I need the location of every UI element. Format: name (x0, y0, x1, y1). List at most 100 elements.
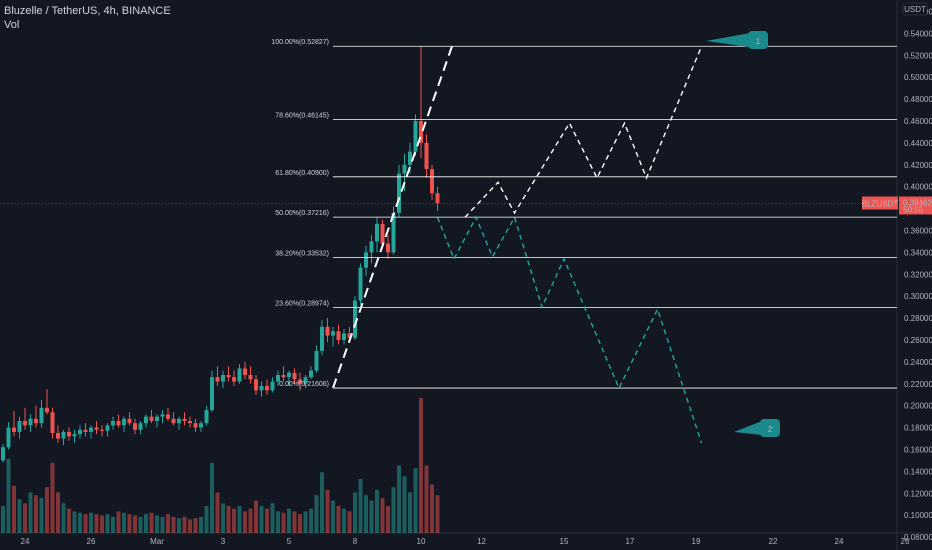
volume-bar (177, 518, 181, 533)
candle-body (303, 377, 308, 384)
volume-bar (265, 508, 269, 533)
price-tick-label: 0.42000 (904, 161, 932, 170)
candle-body (67, 431, 71, 437)
price-tick-label: 0.46000 (904, 117, 932, 126)
candle-body (94, 427, 99, 430)
candle-body (248, 374, 253, 380)
fibonacci-retracement[interactable]: 100.00%(0.52827) 78.60%(0.46145) 61.80%(0.… (271, 39, 897, 389)
candle-body (353, 300, 357, 338)
volume-bar (116, 511, 121, 533)
volume-bar (144, 514, 148, 533)
volume-bar (413, 468, 418, 533)
candle-body (254, 379, 258, 391)
marker-layer[interactable]: 12 (706, 31, 780, 437)
volume-bar (364, 495, 368, 533)
price-tick-label: 0.54000 (904, 29, 932, 38)
volume-bar (111, 516, 115, 533)
volume-bar (166, 514, 170, 533)
candle-body (320, 326, 324, 351)
volume-bar (160, 516, 165, 533)
volume-bar (188, 519, 192, 533)
fib-trend-line (332, 45, 453, 389)
candle-body (430, 169, 434, 194)
volume-indicator-label[interactable]: Vol (4, 19, 20, 31)
candle-body (369, 241, 374, 253)
volume-bar (122, 512, 126, 533)
volume-bar (215, 492, 220, 533)
volume-bar (270, 503, 275, 533)
candle-body (149, 416, 154, 421)
candle-body (83, 429, 88, 432)
price-tick-label: 0.20000 (904, 402, 932, 411)
volume-bar (419, 398, 423, 533)
price-tick-label: 0.40000 (904, 183, 932, 192)
price-tick-label: 0.44000 (904, 139, 932, 148)
candle-body (270, 381, 275, 391)
time-tick-label: 5 (287, 537, 292, 546)
candle-body (292, 372, 297, 380)
volume-bar (380, 497, 385, 533)
volume-bar (83, 514, 88, 533)
price-tick-label: 0.36000 (904, 226, 932, 235)
volume-bar (309, 508, 313, 533)
candle-body (325, 326, 330, 336)
volume-bar (314, 495, 319, 533)
volume-bar (155, 515, 159, 533)
symbol-title[interactable]: Bluzelle / TetherUS, 4h, BINANCE (4, 5, 171, 17)
currency-box: USDT (902, 2, 928, 16)
candle-body (100, 429, 104, 431)
price-tick-label: 0.16000 (904, 445, 932, 454)
volume-bar (50, 462, 55, 533)
candle-body (259, 385, 264, 391)
price-badge-countdown: 50:55 (903, 206, 924, 215)
price-badge-bg (899, 196, 932, 215)
volume-bar (336, 506, 341, 533)
candle-body (336, 331, 341, 340)
volume-bar (89, 512, 93, 533)
volume-bar (298, 514, 302, 533)
candle-body (204, 410, 209, 424)
candle-body (380, 223, 385, 244)
time-tick-label: 10 (417, 537, 426, 546)
volume-bar (397, 465, 401, 533)
fib-level-label: 38.20%(0.33532) (275, 250, 329, 257)
marker-badge (760, 419, 780, 437)
volume-bar (281, 512, 286, 533)
price-tick-label: 0.26000 (904, 336, 932, 345)
candle-body (177, 418, 181, 424)
volume-bar (28, 492, 33, 533)
volume-bar (386, 506, 390, 533)
volume-bar (232, 508, 236, 533)
time-axis[interactable]: 24 26 Mar 3 5 8 10 12 15 17 19 22 24 26 (21, 537, 910, 546)
candle-body (413, 120, 418, 152)
price-tick-label: 0.48000 (904, 95, 932, 104)
fib-level-label: 61.80%(0.40900) (275, 170, 329, 177)
time-tick-label: 19 (692, 537, 701, 546)
fib-level-label: 50.00%(0.37216) (275, 210, 329, 217)
candle-body (23, 420, 27, 426)
candle-body (408, 151, 412, 165)
price-tick-label: 0.08000 (904, 533, 932, 542)
candle-body (221, 374, 225, 382)
volume-bar (23, 503, 27, 533)
volume-bar (424, 465, 429, 533)
time-tick-label: 17 (626, 537, 635, 546)
candle-body (424, 142, 429, 170)
candle-body (419, 120, 423, 143)
time-tick-label: 22 (769, 537, 778, 546)
projection-layer[interactable] (436, 46, 703, 444)
volume-bar (292, 511, 297, 533)
candle-body (188, 420, 192, 424)
price-tick-label: 0.32000 (904, 270, 932, 279)
candle-body (28, 418, 33, 426)
time-tick-label: 26 (901, 537, 910, 546)
candle-body (435, 193, 440, 204)
volume-bar (105, 514, 110, 533)
candle-body (72, 434, 77, 437)
volume-bar (254, 500, 258, 533)
fib-level-label: 78.60%(0.46145) (275, 112, 329, 119)
volume-bar (199, 516, 203, 533)
